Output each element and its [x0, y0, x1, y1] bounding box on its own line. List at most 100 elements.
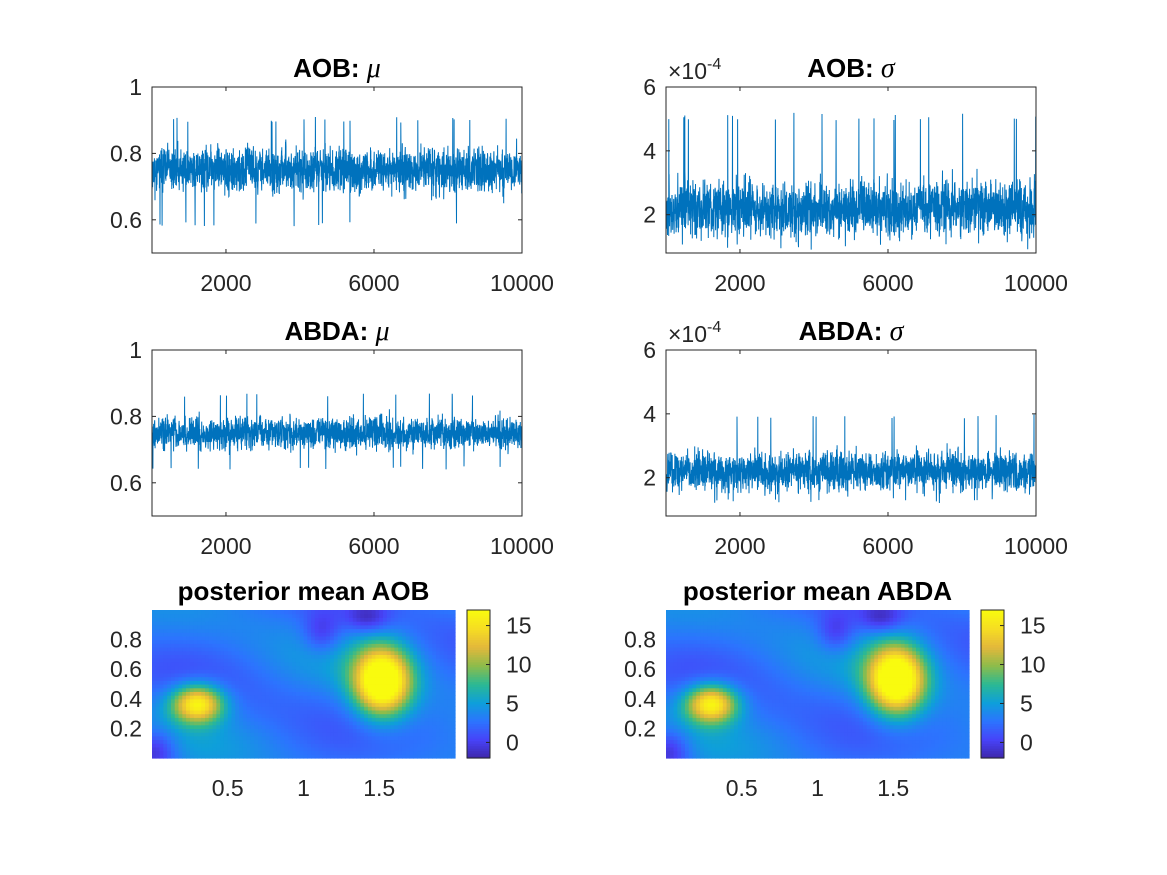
heatmap-cell: [696, 695, 701, 700]
heatmap-cell: [345, 676, 350, 681]
heatmap-cell: [383, 621, 388, 626]
axis-multiplier-base: ×10: [668, 58, 707, 84]
heatmap-cell: [398, 721, 403, 726]
heatmap-cell: [749, 613, 754, 618]
heatmap-cell: [700, 647, 705, 652]
heatmap-cell: [802, 650, 807, 655]
colorbar-segment: [467, 676, 490, 680]
heatmap-cell: [345, 661, 350, 667]
heatmap-cell: [700, 743, 705, 748]
heatmap-cell: [348, 746, 354, 752]
heatmap-cell: [424, 687, 430, 692]
heatmap-cell: [208, 669, 214, 674]
heatmap-cell: [398, 684, 403, 689]
heatmap-cell: [813, 669, 819, 674]
heatmap-cell: [182, 665, 187, 670]
heatmap-cell: [673, 610, 678, 615]
heatmap-cell: [352, 724, 358, 729]
heatmap-cell: [167, 754, 172, 759]
y-tick-label: 0.8: [110, 140, 142, 166]
heatmap-cell: [760, 709, 766, 715]
heatmap-cell: [280, 661, 286, 667]
heatmap-cell: [420, 617, 426, 622]
heatmap-cell: [330, 691, 335, 696]
heatmap-cell: [167, 613, 172, 618]
heatmap-cell: [688, 732, 694, 737]
heatmap-cell: [802, 610, 807, 615]
heatmap-cell: [231, 617, 236, 622]
heatmap-cell: [314, 669, 320, 674]
heatmap-cell: [246, 658, 252, 663]
heatmap-cell: [159, 732, 164, 737]
heatmap-cell: [284, 676, 289, 681]
colorbar-segment: [467, 745, 490, 749]
heatmap-cell: [417, 743, 422, 748]
heatmap-cell: [719, 687, 724, 692]
heatmap-cell: [258, 661, 263, 667]
heatmap-cell: [174, 680, 180, 685]
heatmap-cell: [152, 680, 157, 685]
heatmap-cell: [677, 728, 682, 733]
heatmap-cell: [730, 750, 735, 755]
heatmap-cell: [669, 698, 675, 704]
heatmap-cell: [311, 676, 316, 681]
heatmap-cell: [189, 746, 195, 752]
heatmap-cell: [265, 713, 271, 718]
heatmap-cell: [235, 617, 240, 622]
heatmap-cell: [802, 647, 807, 652]
heatmap-cell: [772, 676, 777, 681]
heatmap-cell: [734, 676, 739, 681]
heatmap-cell: [227, 672, 233, 678]
heatmap-cell: [352, 695, 358, 700]
colorbar-segment: [467, 755, 490, 759]
heatmap-cell: [186, 717, 191, 722]
heatmap-cell: [348, 676, 354, 681]
heatmap-cell: [734, 672, 739, 678]
heatmap-cell: [220, 695, 225, 700]
heatmap-cell: [273, 735, 278, 741]
heatmap-cell: [711, 661, 716, 667]
heatmap-cell: [722, 684, 728, 689]
heatmap-cell: [163, 754, 168, 759]
heatmap-cell: [749, 628, 754, 633]
heatmap-cell: [417, 624, 422, 630]
y-tick-label: 0.6: [110, 207, 142, 233]
axes-box: [151, 86, 523, 254]
heatmap-cell: [269, 695, 274, 700]
heatmap-cell: [790, 709, 796, 715]
heatmap-cell: [386, 680, 392, 685]
heatmap-cell: [258, 680, 263, 685]
heatmap-cell: [428, 713, 433, 718]
heatmap-cell: [772, 698, 777, 704]
heatmap-cell: [398, 676, 403, 681]
heatmap-cell: [231, 643, 236, 648]
heatmap-cell: [783, 635, 788, 641]
heatmap-cell: [756, 687, 762, 692]
heatmap-cell: [223, 643, 229, 648]
heatmap-cell: [764, 658, 769, 663]
heatmap-cell: [178, 680, 183, 685]
heatmap-cell: [409, 724, 414, 729]
heatmap-cell: [341, 728, 346, 733]
heatmap-cell: [186, 721, 191, 726]
heatmap-cell: [250, 628, 255, 633]
heatmap-cell: [246, 743, 252, 748]
heatmap-cell: [174, 754, 180, 759]
colorbar-segment: [467, 664, 490, 668]
heatmap-cell: [756, 698, 762, 704]
heatmap-cell: [417, 713, 422, 718]
heatmap-cell: [806, 728, 811, 733]
heatmap-cell: [401, 665, 407, 670]
heatmap-cell: [741, 650, 747, 655]
heatmap-cell: [813, 732, 819, 737]
heatmap-cell: [413, 643, 418, 648]
heatmap-cell: [398, 687, 403, 692]
heatmap-cell: [258, 628, 263, 633]
heatmap-cell: [330, 665, 335, 670]
heatmap-cell: [428, 709, 433, 715]
heatmap-cell: [170, 621, 176, 626]
heatmap-cell: [159, 672, 164, 678]
heatmap-cell: [413, 739, 418, 744]
heatmap-cell: [768, 754, 773, 759]
heatmap-cell: [447, 635, 452, 641]
